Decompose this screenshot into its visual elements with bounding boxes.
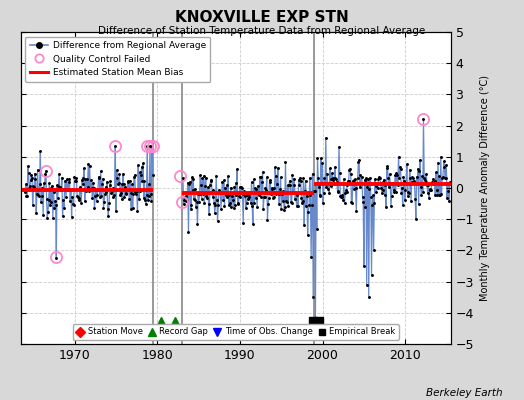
Legend: Station Move, Record Gap, Time of Obs. Change, Empirical Break: Station Move, Record Gap, Time of Obs. C… [73, 324, 399, 340]
Text: Berkeley Earth: Berkeley Earth [427, 388, 503, 398]
Text: Difference of Station Temperature Data from Regional Average: Difference of Station Temperature Data f… [99, 26, 425, 36]
Text: KNOXVILLE EXP STN: KNOXVILLE EXP STN [175, 10, 349, 25]
Y-axis label: Monthly Temperature Anomaly Difference (°C): Monthly Temperature Anomaly Difference (… [479, 75, 489, 301]
